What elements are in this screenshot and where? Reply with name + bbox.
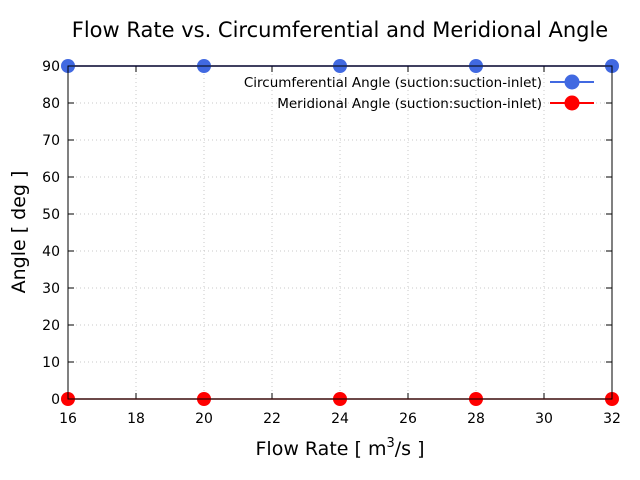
- x-tick-label: 20: [195, 411, 213, 427]
- grid: [68, 66, 612, 399]
- x-axis-label: Flow Rate [ m3/s ]: [255, 436, 424, 460]
- legend-marker-meridional: [564, 95, 580, 111]
- x-tick-label: 18: [127, 411, 145, 427]
- legend: Circumferential Angle (suction:suction-i…: [244, 74, 594, 112]
- y-axis-label: Angle [ deg ]: [8, 171, 30, 294]
- y-tick-label: 80: [42, 96, 60, 112]
- x-tick-label: 16: [59, 411, 77, 427]
- y-tick-label: 0: [51, 392, 60, 408]
- legend-marker-circumferential: [564, 74, 580, 90]
- x-tick-label: 24: [331, 411, 349, 427]
- plot-frame: [67, 65, 613, 400]
- legend-label-meridional: Meridional Angle (suction:suction-inlet): [277, 96, 542, 112]
- y-axis: 0 10 20 30 40 50 60 70 80 90: [42, 59, 612, 408]
- y-tick-label: 70: [42, 133, 60, 149]
- y-tick-label: 60: [42, 170, 60, 186]
- x-tick-label: 32: [603, 411, 621, 427]
- x-tick-label: 30: [535, 411, 553, 427]
- x-axis-label-tail: /s ]: [395, 438, 425, 460]
- x-axis-label-superscript: 3: [386, 436, 394, 451]
- y-tick-label: 40: [42, 244, 60, 260]
- x-tick-label: 22: [263, 411, 281, 427]
- y-tick-label: 50: [42, 207, 60, 223]
- y-tick-label: 90: [42, 59, 60, 75]
- y-tick-label: 20: [42, 318, 60, 334]
- legend-label-circumferential: Circumferential Angle (suction:suction-i…: [244, 75, 542, 91]
- chart-title: Flow Rate vs. Circumferential and Meridi…: [72, 18, 608, 42]
- x-tick-label: 26: [399, 411, 417, 427]
- x-axis: 16 18 20 22 24 26 28 30 32: [59, 66, 621, 427]
- y-tick-label: 30: [42, 281, 60, 297]
- x-tick-label: 28: [467, 411, 485, 427]
- x-axis-label-main: Flow Rate [ m: [255, 438, 386, 460]
- y-tick-label: 10: [42, 355, 60, 371]
